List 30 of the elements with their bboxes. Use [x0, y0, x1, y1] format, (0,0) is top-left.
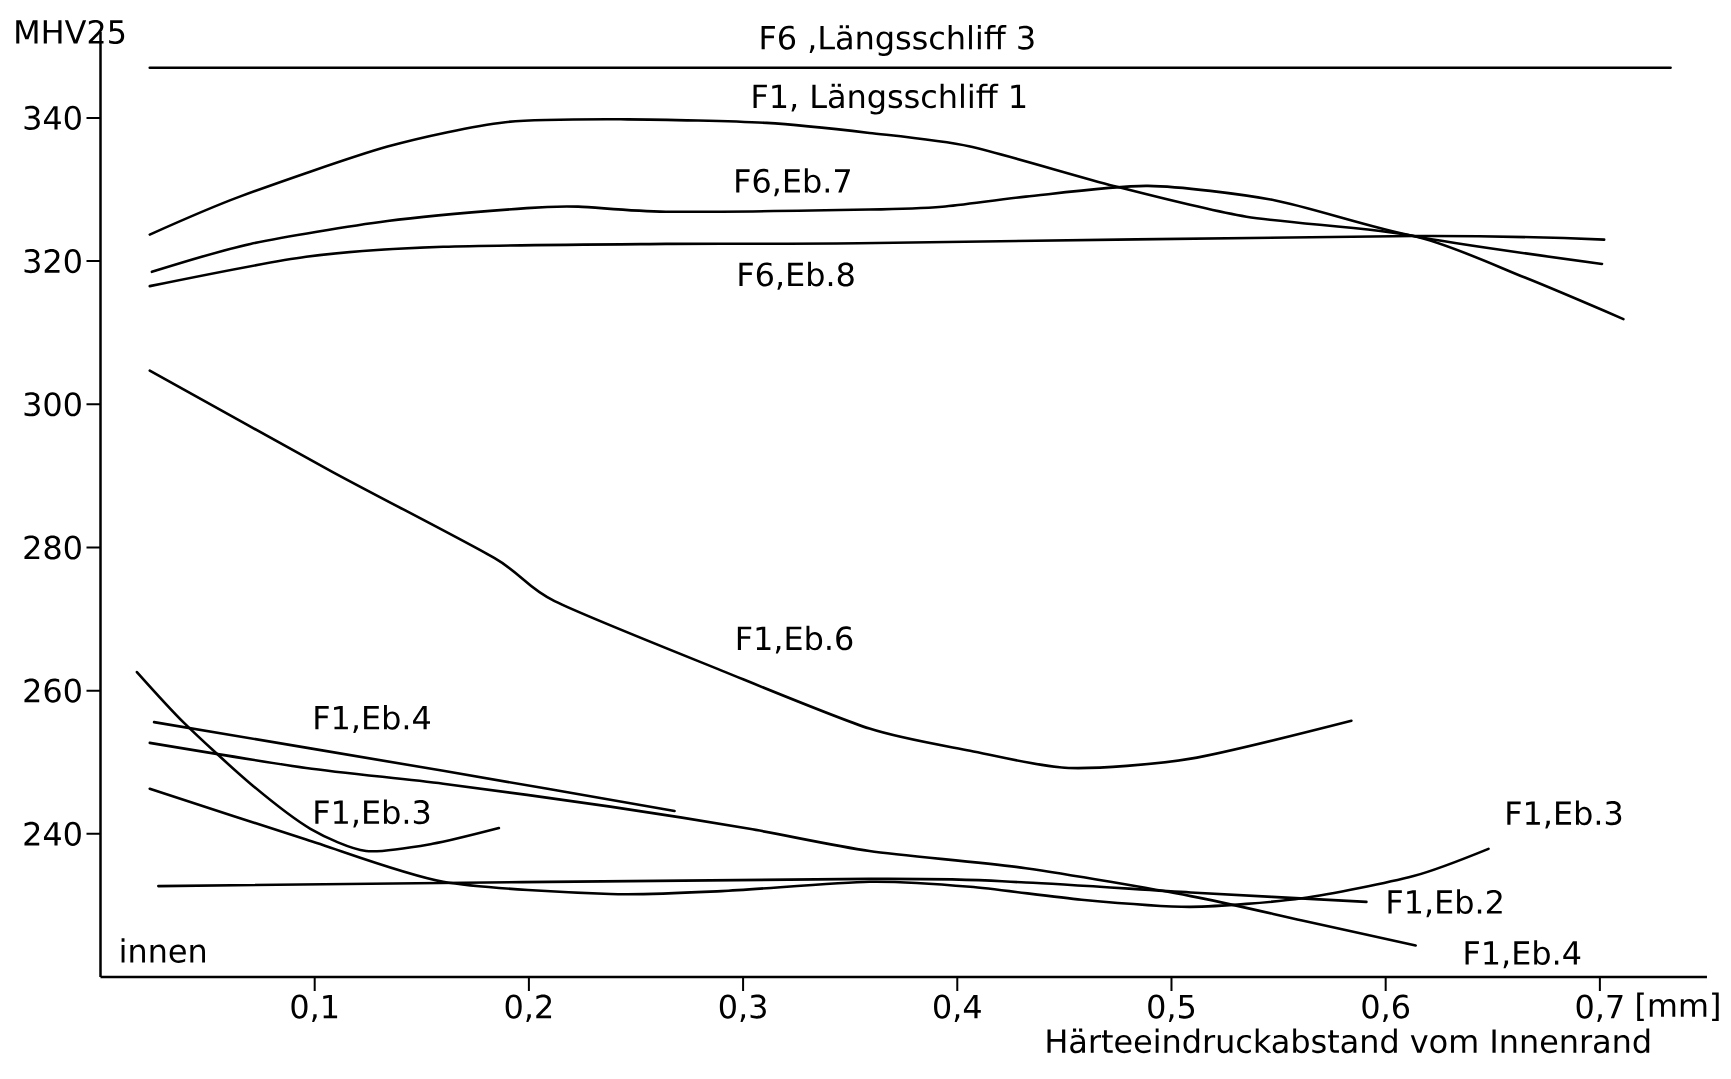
y-tick-label: 240	[24, 821, 81, 846]
annotation: innen	[121, 938, 205, 963]
series-label: F1,Eb.6	[737, 625, 853, 654]
y-tick-label: 260	[24, 678, 81, 703]
y-tick-label: 320	[24, 249, 81, 274]
series-label: F1,Eb.3	[1507, 800, 1622, 829]
x-tick-label: 0,4	[934, 994, 981, 1022]
x-tick-label: 0,5	[1148, 994, 1195, 1022]
series-label: F1,Eb.4	[1465, 940, 1581, 969]
line-series	[157, 877, 1368, 904]
series-label: F1,Eb.2	[1388, 889, 1502, 918]
x-tick-label: 0,6	[1362, 994, 1410, 1022]
y-tick-label: 340	[24, 105, 81, 130]
series-label: F1,Eb.3	[315, 799, 430, 828]
y-tick-label: 300	[24, 392, 81, 417]
x-tick-label: 0,7	[1576, 994, 1623, 1022]
y-tick-label: 280	[24, 535, 81, 560]
series-label: F1, Längsschliff 1	[753, 83, 1026, 115]
y-axis-title: MHV25	[16, 19, 125, 45]
series-label: F6 ,Längsschliff 3	[761, 25, 1034, 56]
series-label: F6,Eb.7	[736, 168, 850, 197]
x-tick-label: 0,1	[291, 994, 338, 1022]
line-series	[148, 117, 1625, 321]
line-series	[148, 369, 1353, 770]
x-axis-title: Härteeindruckabstand vom Innenrand	[1047, 1028, 1650, 1054]
text: [mm]	[1637, 992, 1719, 1021]
series-label: F1,Eb.4	[315, 705, 430, 733]
x-tick-label: 0,3	[719, 994, 766, 1022]
x-tick-label: 0,2	[505, 994, 552, 1022]
series-label: F6,Eb.8	[739, 261, 854, 290]
